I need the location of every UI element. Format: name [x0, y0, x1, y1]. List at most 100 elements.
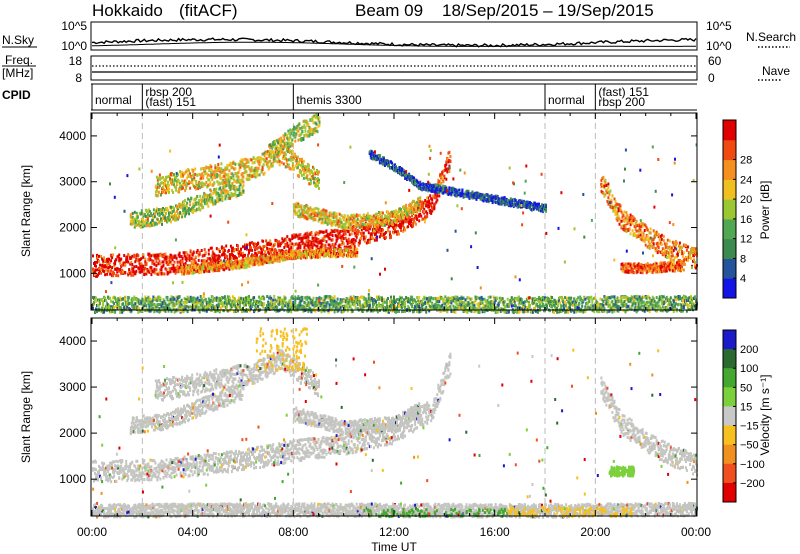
- range-cell: [280, 136, 283, 140]
- range-cell: [173, 209, 175, 213]
- range-cell: [672, 258, 675, 262]
- range-cell: [213, 181, 216, 185]
- range-cell: [103, 269, 106, 273]
- range-cell: [131, 254, 134, 258]
- range-cell: [183, 211, 186, 215]
- range-cell: [229, 161, 232, 165]
- range-cell: [242, 158, 245, 162]
- range-cell: [336, 237, 339, 241]
- range-cell: [126, 255, 129, 259]
- range-cell: [336, 222, 339, 226]
- range-cell: [335, 216, 338, 220]
- range-cell: [330, 251, 333, 255]
- range-cell: [324, 245, 327, 249]
- range-cell: [309, 246, 312, 249]
- range-cell: [410, 204, 413, 208]
- range-cell: [292, 133, 295, 137]
- range-cell: [106, 263, 109, 266]
- range-cell: [193, 258, 196, 262]
- range-cell: [227, 174, 230, 178]
- range-cell: [298, 157, 301, 161]
- range-cell: [145, 224, 148, 228]
- range-cell: [165, 178, 167, 182]
- range-cell: [154, 253, 157, 257]
- range-cell: [97, 273, 99, 277]
- range-cell: [367, 225, 370, 229]
- range-cell: [320, 215, 323, 219]
- range-cell: [331, 238, 334, 242]
- range-cell: [299, 246, 302, 250]
- range-cell: [158, 213, 161, 217]
- range-cell: [606, 188, 609, 192]
- range-cell: [203, 261, 206, 264]
- range-cell: [419, 212, 422, 216]
- range-cell: [297, 125, 300, 129]
- range-cell: [612, 209, 615, 213]
- range-cell: [141, 268, 144, 272]
- range-cell: [143, 213, 146, 217]
- range-cell: [433, 204, 436, 208]
- range-cell: [144, 263, 147, 267]
- range-cell: [409, 217, 412, 221]
- range-cell: [178, 190, 181, 194]
- range-cell: [205, 193, 208, 197]
- range-cell: [98, 254, 100, 258]
- range-cell: [228, 267, 231, 271]
- range-cell: [372, 214, 375, 218]
- range-cell: [631, 221, 634, 225]
- range-cell: [315, 206, 318, 210]
- range-cell: [313, 207, 316, 211]
- range-cell: [356, 222, 359, 225]
- range-cell: [242, 245, 244, 249]
- range-cell: [438, 194, 441, 198]
- range-cell: [657, 235, 660, 239]
- range-cell: [431, 205, 434, 209]
- range-cell: [393, 215, 395, 219]
- range-cell: [341, 234, 344, 238]
- range-cell: [646, 228, 649, 232]
- range-cell: [170, 220, 172, 224]
- range-cell: [138, 267, 141, 271]
- range-cell: [445, 160, 448, 164]
- range-cell: [210, 246, 213, 250]
- range-cell: [140, 262, 143, 266]
- range-cell: [162, 176, 164, 180]
- range-cell: [177, 270, 180, 274]
- range-cell: [197, 187, 200, 191]
- range-cell: [404, 220, 407, 224]
- range-cell: [281, 150, 284, 154]
- range-cell: [475, 197, 478, 201]
- range-cell: [225, 173, 228, 177]
- range-cell: [98, 271, 100, 275]
- range-cell: [174, 266, 177, 270]
- range-cell: [660, 243, 663, 246]
- cpid-label-secondary: rbsp 200: [598, 95, 645, 109]
- range-cell: [642, 239, 645, 243]
- range-cell: [644, 243, 647, 247]
- range-cell: [320, 240, 323, 244]
- range-cell: [154, 184, 157, 188]
- range-cell: [219, 176, 222, 180]
- range-cell: [362, 227, 365, 230]
- range-cell: [275, 249, 278, 253]
- range-cell: [257, 246, 260, 250]
- range-cell: [648, 242, 651, 246]
- range-cell: [214, 166, 217, 170]
- range-cell: [319, 230, 322, 234]
- range-cell: [204, 193, 207, 197]
- range-cell: [366, 217, 369, 221]
- range-cell: [609, 189, 612, 193]
- range-cell: [672, 248, 675, 252]
- nave-tick-high: 60: [708, 54, 722, 68]
- range-cell: [332, 253, 335, 257]
- range-cell: [446, 157, 449, 161]
- range-cell: [204, 167, 207, 171]
- nsky-tick-high: 10^5: [61, 19, 87, 33]
- range-cell: [221, 197, 224, 201]
- range-cell: [617, 207, 620, 211]
- range-cell: [676, 253, 679, 257]
- range-cell: [241, 187, 244, 191]
- range-cell: [240, 180, 243, 184]
- range-cell: [164, 182, 166, 185]
- range-cell: [203, 270, 206, 274]
